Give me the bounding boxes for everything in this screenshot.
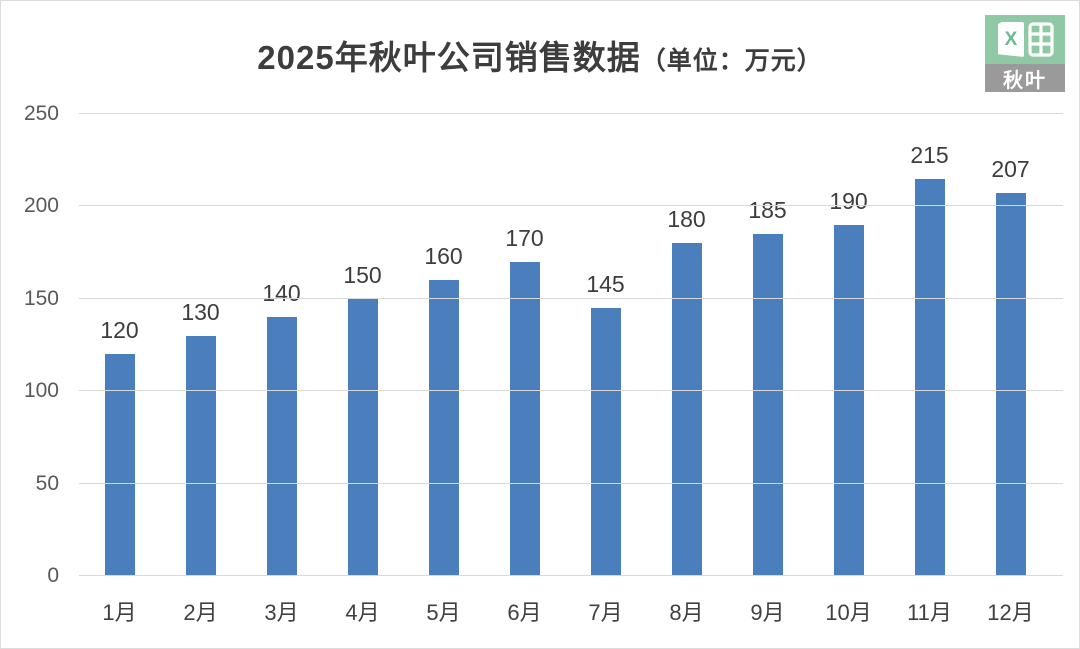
x-tick-label: 4月 <box>345 600 380 625</box>
bar-series: 120 130 140 150 160 170 145 180 185 190 215 207 <box>79 114 1051 576</box>
bar <box>671 243 702 576</box>
bar <box>995 193 1026 576</box>
bar-column: 185 <box>727 114 808 576</box>
bar-column: 170 <box>484 114 565 576</box>
x-tick-label: 8月 <box>669 600 704 625</box>
y-axis: 0 50 100 150 200 250 <box>9 102 59 587</box>
bar <box>266 317 297 576</box>
gridline <box>79 297 1063 299</box>
bar-value-label: 160 <box>424 243 463 270</box>
bar-value-label: 185 <box>748 197 787 224</box>
bar <box>509 261 540 576</box>
bar <box>185 335 216 576</box>
bar-column: 207 <box>970 114 1051 576</box>
x-tick-label: 12月 <box>987 600 1034 625</box>
logo-green-panel: X <box>985 15 1065 64</box>
bar-column: 160 <box>403 114 484 576</box>
gridline <box>79 113 1063 114</box>
x-tick-label: 3月 <box>264 600 299 625</box>
bar-value-label: 190 <box>829 187 868 214</box>
gridline <box>79 482 1063 484</box>
x-tick-label: 10月 <box>825 600 872 625</box>
y-tick-label: 100 <box>23 379 59 403</box>
bar <box>914 178 945 576</box>
y-tick-label: 250 <box>23 102 59 125</box>
bar <box>428 280 459 576</box>
x-tick-label: 1月 <box>102 600 137 625</box>
bar-column: 180 <box>646 114 727 576</box>
x-tick-label: 6月 <box>507 600 542 625</box>
bar-column: 130 <box>160 114 241 576</box>
gridline <box>79 575 1063 576</box>
bar-column: 145 <box>565 114 646 576</box>
bar-value-label: 150 <box>343 261 382 288</box>
bar-column: 215 <box>889 114 970 576</box>
chart-title-main: 2025年秋叶公司销售数据 <box>257 39 641 76</box>
bar-value-label: 130 <box>181 298 220 325</box>
bar-value-label: 207 <box>991 156 1030 183</box>
bar-value-label: 215 <box>910 141 949 168</box>
bar <box>590 308 621 576</box>
bar <box>104 354 135 576</box>
bar-column: 150 <box>322 114 403 576</box>
gridline <box>79 205 1063 207</box>
excel-letter: X <box>1004 28 1018 50</box>
x-axis: 1月 2月 3月 4月 5月 6月 7月 8月 9月 10月 11月 12月 <box>79 595 1051 627</box>
y-tick-label: 50 <box>35 471 59 495</box>
bar-value-label: 140 <box>262 280 301 307</box>
bar <box>347 298 378 576</box>
x-tick-label: 5月 <box>426 600 461 625</box>
gridline <box>79 390 1063 392</box>
chart-title-unit: （单位：万元） <box>640 47 823 75</box>
bar-value-label: 170 <box>505 224 544 251</box>
qiuye-logo-badge: X 秋叶 <box>985 15 1065 92</box>
y-tick-label: 150 <box>23 286 59 310</box>
bar <box>752 234 783 576</box>
spreadsheet-grid-icon <box>1028 22 1054 57</box>
x-tick-label: 11月 <box>907 600 952 625</box>
x-tick-label: 2月 <box>183 600 218 625</box>
bar-value-label: 120 <box>100 317 139 344</box>
x-tick-label: 9月 <box>750 600 785 625</box>
x-tick-label: 7月 <box>588 600 623 625</box>
bar <box>833 224 864 576</box>
bar-value-label: 145 <box>586 271 625 298</box>
bar-column: 190 <box>808 114 889 576</box>
bar-column: 120 <box>79 114 160 576</box>
logo-text: 秋叶 <box>985 64 1065 92</box>
y-tick-label: 200 <box>23 194 59 218</box>
excel-sheet-icon: X <box>998 22 1024 57</box>
plot-area: 120 130 140 150 160 170 145 180 185 190 215 207 <box>79 113 1063 576</box>
y-tick-label: 0 <box>47 564 59 587</box>
chart-title: 2025年秋叶公司销售数据（单位：万元） <box>1 31 1079 79</box>
bar-column: 140 <box>241 114 322 576</box>
bar-value-label: 180 <box>667 206 706 233</box>
